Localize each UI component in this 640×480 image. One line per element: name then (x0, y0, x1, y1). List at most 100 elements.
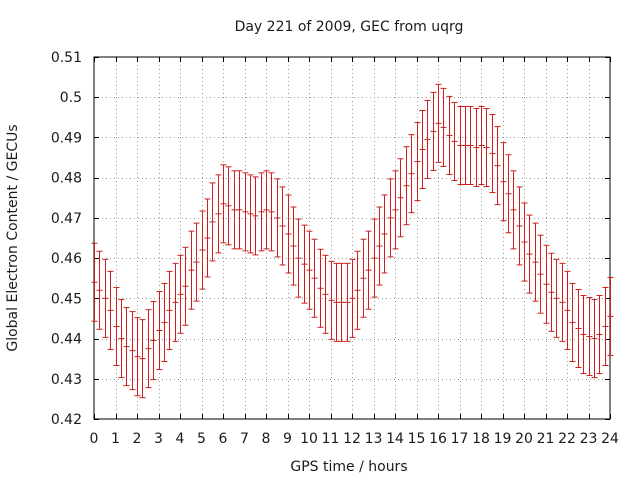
x-tick-label: 0 (90, 431, 99, 447)
chart-title: Day 221 of 2009, GEC from uqrg (235, 19, 464, 35)
error-bar-point (322, 254, 329, 334)
x-tick-label: 19 (494, 431, 512, 447)
error-bar-point (430, 91, 437, 171)
x-tick-label: 4 (176, 431, 185, 447)
error-bar-point (505, 154, 512, 234)
y-axis-label: Global Electron Content / GECUs (5, 124, 21, 351)
error-bar-point (274, 178, 281, 258)
x-tick-label: 18 (472, 431, 490, 447)
error-bar-point (306, 230, 313, 310)
error-bar-point (403, 146, 410, 226)
error-bar-point (532, 222, 539, 302)
x-tick-label: 10 (300, 431, 318, 447)
error-bar-point (279, 186, 286, 266)
error-bar-point (516, 186, 523, 266)
error-bar-point (537, 234, 544, 314)
x-tick-label: 13 (365, 431, 383, 447)
error-bar-point (268, 172, 275, 252)
y-tick-label: 0.5 (60, 90, 82, 106)
error-bar-point (118, 299, 125, 379)
error-bar-point (204, 198, 211, 278)
error-bar-point (215, 174, 222, 254)
error-bar-point (494, 126, 501, 206)
error-bar-point (564, 270, 571, 350)
error-bar-point (161, 282, 168, 362)
error-bar-point (91, 242, 98, 322)
error-bar-point (258, 172, 265, 252)
error-bar-point (440, 87, 447, 167)
error-bar-point (451, 101, 458, 181)
error-bar-point (129, 311, 136, 391)
error-bar-point (446, 95, 453, 175)
error-bar-point (580, 295, 587, 375)
error-bar-point (150, 301, 157, 381)
error-bar-point (145, 309, 152, 389)
error-bar-point (311, 238, 318, 318)
error-bar-point (360, 238, 367, 318)
x-tick-label: 9 (283, 431, 292, 447)
error-bar-point (263, 170, 270, 250)
error-bar-point (156, 290, 163, 371)
error-bar-point (301, 224, 308, 304)
error-bar-point (177, 254, 184, 334)
error-bar-point (193, 222, 200, 302)
error-bar-point (344, 262, 351, 342)
x-tick-label: 5 (197, 431, 206, 447)
x-tick-labels: 0 1 2 3 4 5 6 7 8 9 10 11 12 13 14 15 16 17 18 19 20 21 22 23 24 (90, 431, 619, 447)
x-tick-label: 17 (451, 431, 469, 447)
error-bar-point (392, 170, 399, 250)
x-tick-label: 15 (408, 431, 426, 447)
error-bar-point (172, 262, 179, 342)
error-bar-point (397, 158, 404, 238)
error-bar-point (102, 258, 109, 338)
error-bar-point (526, 214, 533, 294)
error-bar-point (139, 319, 146, 399)
error-bar-point (489, 114, 496, 194)
error-bar-point (602, 286, 609, 367)
x-tick-label: 23 (580, 431, 598, 447)
error-bar-point (543, 244, 550, 324)
x-tick-label: 2 (133, 431, 142, 447)
error-bar-point (107, 270, 114, 350)
error-bar-point (290, 206, 297, 286)
y-tick-label: 0.43 (51, 372, 82, 388)
x-tick-label: 21 (537, 431, 555, 447)
error-bar-point (376, 206, 383, 286)
error-bar-point (225, 166, 232, 246)
grid-lines (94, 57, 610, 419)
error-bar-point (548, 252, 555, 332)
error-bar-point (586, 297, 593, 377)
error-bar-point (354, 250, 361, 330)
y-tick-label: 0.47 (51, 211, 82, 227)
x-tick-label: 7 (240, 431, 249, 447)
error-bar-point (338, 262, 345, 342)
error-bar-point (387, 178, 394, 258)
error-bar-point (591, 299, 598, 379)
y-tick-label: 0.51 (51, 50, 82, 66)
x-tick-label: 24 (601, 431, 619, 447)
x-tick-label: 22 (558, 431, 576, 447)
error-bar-point (596, 295, 603, 375)
error-bar-point (553, 258, 560, 338)
error-bar-point (419, 109, 426, 190)
x-tick-label: 11 (322, 431, 340, 447)
error-bar-point (521, 202, 528, 282)
x-tick-label: 8 (262, 431, 271, 447)
error-bar-point (569, 282, 576, 362)
error-bar-point (96, 250, 103, 330)
error-bar-point (381, 194, 388, 274)
x-tick-label: 3 (154, 431, 163, 447)
error-bar-point (607, 276, 614, 356)
y-tick-labels: 0.42 0.43 0.44 0.45 0.46 0.47 0.48 0.49 0.5 0.51 (51, 50, 82, 428)
error-bar-point (123, 307, 130, 387)
x-tick-label: 14 (386, 431, 404, 447)
error-bar-point (328, 260, 335, 340)
error-bar-point (220, 164, 227, 244)
x-tick-label: 6 (219, 431, 228, 447)
y-tick-label: 0.45 (51, 291, 82, 307)
error-bar-point (414, 122, 421, 202)
x-tick-label: 12 (343, 431, 361, 447)
error-bar-point (188, 230, 195, 310)
x-tick-label: 1 (111, 431, 120, 447)
error-bar-point (285, 194, 292, 274)
